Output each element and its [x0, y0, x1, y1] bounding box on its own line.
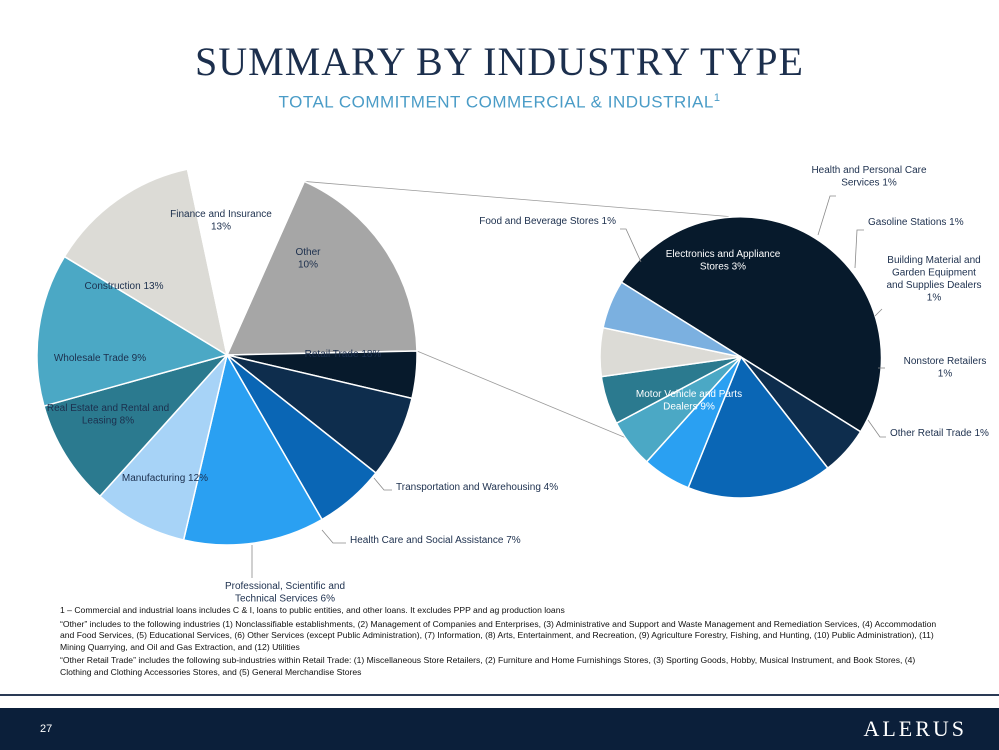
footer-rule: [0, 694, 999, 696]
main-label-manufacturing: Manufacturing 12%: [122, 473, 208, 484]
main-label-line: Technical Services 6%: [235, 594, 335, 605]
main-label-line: Retail Trade 18%: [305, 349, 382, 360]
slide-subtitle: TOTAL COMMITMENT COMMERCIAL & INDUSTRIAL…: [0, 92, 999, 113]
retail-leader-other-retail-trade: [867, 419, 886, 438]
main-label-line: Construction 13%: [85, 281, 164, 292]
footnote-other: “Other” includes to the following indust…: [60, 618, 937, 652]
main-label-wholesale-trade: Wholesale Trade 9%: [54, 353, 146, 364]
retail-label-building-material-and-garden-equipment-and-supplies-dealers: Building Material and Garden Equipment and…: [886, 255, 981, 304]
main-label-line: Real Estate and Rental and: [47, 403, 169, 414]
main-label-line: Health Care and Social Assistance 7%: [350, 535, 521, 546]
retail-label-line: Garden Equipment: [892, 268, 976, 279]
main-label-line: Leasing 8%: [82, 416, 134, 427]
main-slice-wholesale-trade: [43, 353, 230, 498]
footnotes: 1 – Commercial and industrial loans incl…: [60, 605, 940, 680]
retail-label-line: 1%: [927, 293, 942, 304]
retail-label-line: Stores 3%: [700, 262, 746, 273]
retail-label-food-and-beverage-stores: Food and Beverage Stores 1%: [479, 216, 616, 227]
industry-pie-charts: Retail Trade 18% Transportation and Wareh…: [36, 164, 989, 605]
retail-leader-health-and-personal-care-services: [817, 195, 836, 236]
connector-top: [304, 181, 729, 217]
main-label-line: Manufacturing 12%: [122, 473, 208, 484]
retail-leader-food-and-beverage-stores: [620, 228, 642, 263]
main-label-transportation-and-warehousing: Transportation and Warehousing 4%: [396, 482, 558, 493]
main-label-line: 13%: [211, 222, 231, 233]
retail-label-health-and-personal-care-services: Health and Personal Care Services 1%: [811, 165, 927, 189]
main-slice-construction: [36, 255, 229, 408]
retail-label-electronics-and-appliance-stores: Electronics and Appliance Stores 3%: [666, 249, 781, 273]
main-slice-real-estate-and-rental-and-leasing: [98, 354, 228, 541]
alerus-logo: ALERUS: [863, 716, 967, 741]
main-industry-pie: [36, 164, 418, 546]
retail-label-line: Electronics and Appliance: [666, 249, 781, 260]
main-label-health-care-and-social-assistance: Health Care and Social Assistance 7%: [350, 535, 521, 546]
main-label-line: 10%: [298, 260, 318, 271]
main-label-line: Wholesale Trade 9%: [54, 353, 146, 364]
main-leader-transportation-and-warehousing: [373, 477, 392, 491]
retail-slice-other-retail-trade: [602, 281, 742, 358]
main-label-professional-scientific-and-technical-services: Professional, Scientific and Technical Se…: [225, 581, 345, 605]
retail-label-nonstore-retailers: Nonstore Retailers 1%: [904, 356, 987, 380]
main-slice-manufacturing: [182, 352, 324, 546]
retail-label-line: and Supplies Dealers: [886, 280, 981, 291]
main-label-retail-trade: Retail Trade 18%: [305, 349, 382, 360]
retail-label-motor-vehicle-and-parts-dealers: Motor Vehicle and Parts Dealers 9%: [636, 389, 742, 413]
retail-label-line: Dealers 9%: [663, 402, 715, 413]
retail-pie-labels: Motor Vehicle and Parts Dealers 9% Food an…: [479, 165, 989, 439]
main-label-finance-and-insurance: Finance and Insurance 13%: [170, 209, 272, 233]
retail-slice-electronics-and-appliance-stores: [687, 355, 829, 499]
retail-label-other-retail-trade: Other Retail Trade 1%: [890, 428, 989, 439]
main-label-construction: Construction 13%: [85, 281, 164, 292]
main-slice-other: [186, 164, 306, 358]
main-slice-finance-and-insurance: [63, 168, 229, 357]
main-slice-retail-trade: [225, 180, 418, 356]
retail-leader-gasoline-stations: [854, 229, 864, 269]
retail-label-line: Food and Beverage Stores 1%: [479, 216, 616, 227]
page-number: 27: [40, 723, 53, 735]
subtitle-footnote-marker: 1: [713, 92, 721, 104]
main-label-real-estate-and-rental-and-leasing: Real Estate and Rental and Leasing 8%: [47, 403, 169, 427]
main-label-line: Other: [295, 247, 321, 258]
main-leader-health-care-and-social-assistance: [321, 529, 346, 544]
main-label-other: Other 10%: [295, 247, 321, 271]
footnote-other-retail: “Other Retail Trade” includes the follow…: [60, 655, 916, 677]
main-label-line: Finance and Insurance: [170, 209, 272, 220]
subtitle-text: TOTAL COMMITMENT COMMERCIAL & INDUSTRIAL: [278, 92, 714, 112]
retail-label-line: 1%: [938, 369, 953, 380]
retail-label-line: Services 1%: [841, 178, 897, 189]
main-pie-labels: Retail Trade 18% Transportation and Wareh…: [47, 209, 558, 605]
retail-label-line: Other Retail Trade 1%: [890, 428, 989, 439]
retail-slice-motor-vehicle-and-parts-dealers: [620, 216, 883, 433]
retail-label-line: Building Material and: [887, 255, 980, 266]
retail-label-line: Motor Vehicle and Parts: [636, 389, 742, 400]
retail-label-line: Gasoline Stations 1%: [868, 217, 964, 228]
retail-label-gasoline-stations: Gasoline Stations 1%: [868, 217, 964, 228]
retail-breakdown-pie: [599, 216, 883, 499]
main-label-line: Transportation and Warehousing 4%: [396, 482, 558, 493]
retail-leader-building-material-and-garden-equipment-and-supplies-dealers: [874, 308, 883, 317]
main-label-line: Professional, Scientific and: [225, 581, 345, 592]
retail-label-line: Health and Personal Care: [811, 165, 927, 176]
footer-bar: 27 ALERUS: [0, 708, 999, 750]
footnote-1: 1 – Commercial and industrial loans incl…: [60, 605, 565, 615]
slide-title: SUMMARY BY INDUSTRY TYPE: [195, 39, 804, 84]
retail-label-line: Nonstore Retailers: [904, 356, 987, 367]
